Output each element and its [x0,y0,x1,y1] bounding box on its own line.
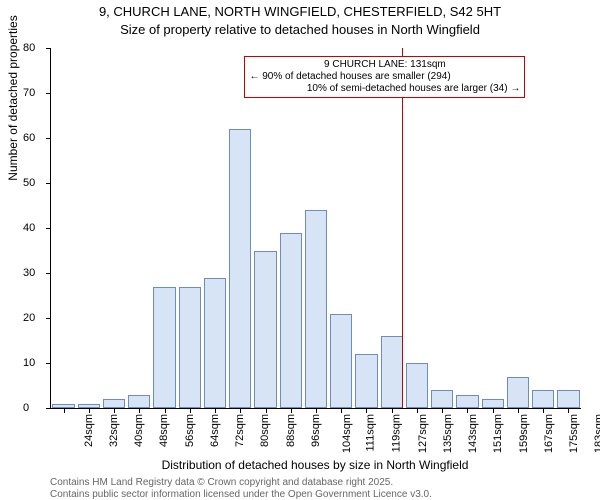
x-tick-mark [568,408,569,413]
bar [179,287,201,409]
bar [431,390,453,408]
title-line-1: 9, CHURCH LANE, NORTH WINGFIELD, CHESTER… [0,4,600,19]
x-tick-mark [341,408,342,413]
y-tick-label: 20 [23,312,35,324]
x-tick-mark [64,408,65,413]
x-tick-label: 104sqm [341,414,353,453]
y-tick-mark [46,138,51,139]
y-tick-mark [46,93,51,94]
y-tick-mark [46,273,51,274]
bar [229,129,251,408]
x-tick-label: 80sqm [259,414,271,447]
x-tick-mark [518,408,519,413]
bar [381,336,403,408]
bar [557,390,579,408]
x-tick-label: 48sqm [158,414,170,447]
x-tick-label: 135sqm [442,414,454,453]
x-tick-label: 175sqm [568,414,580,453]
x-tick-label: 96sqm [310,414,322,447]
x-tick-mark [543,408,544,413]
y-tick-mark [46,363,51,364]
bar [406,363,428,408]
y-axis-label: Number of detached properties [6,0,20,228]
x-tick-mark [240,408,241,413]
x-tick-mark [366,408,367,413]
bar [330,314,352,409]
x-tick-mark [139,408,140,413]
x-tick-mark [392,408,393,413]
annotation-line: 10% of semi-detached houses are larger (… [249,83,520,95]
annotation-box: 9 CHURCH LANE: 131sqm← 90% of detached h… [244,56,525,98]
x-axis-label: Distribution of detached houses by size … [50,458,580,472]
x-tick-label: 64sqm [209,414,221,447]
y-tick-label: 10 [23,357,35,369]
x-tick-mark [114,408,115,413]
x-tick-mark [266,408,267,413]
x-tick-mark [316,408,317,413]
bar [128,395,150,409]
bar-chart: 0102030405060708024sqm32sqm40sqm48sqm56s… [50,48,581,409]
y-tick-label: 60 [23,132,35,144]
x-tick-label: 151sqm [493,414,505,453]
x-tick-label: 72sqm [234,414,246,447]
y-tick-mark [46,48,51,49]
y-tick-mark [46,408,51,409]
x-tick-mark [215,408,216,413]
x-tick-mark [442,408,443,413]
y-tick-label: 80 [23,42,35,54]
x-tick-label: 127sqm [417,414,429,453]
y-tick-label: 50 [23,177,35,189]
x-tick-label: 119sqm [391,414,403,452]
bar [280,233,302,409]
y-tick-label: 0 [23,402,29,414]
bar [153,287,175,409]
bar [103,399,125,408]
y-tick-mark [46,318,51,319]
x-tick-mark [190,408,191,413]
x-tick-label: 183sqm [594,414,600,453]
x-tick-label: 111sqm [365,414,377,452]
x-tick-label: 88sqm [285,414,297,447]
annotation-line: ← 90% of detached houses are smaller (29… [249,71,520,83]
x-tick-mark [291,408,292,413]
x-tick-mark [165,408,166,413]
bar [456,395,478,409]
bar [355,354,377,408]
x-tick-label: 159sqm [518,414,530,453]
x-tick-mark [89,408,90,413]
bar [507,377,529,409]
x-tick-label: 32sqm [108,414,120,447]
bar [532,390,554,408]
annotation-line: 9 CHURCH LANE: 131sqm [249,59,520,71]
bar [482,399,504,408]
y-tick-label: 70 [23,87,35,99]
marker-line [402,48,403,408]
x-tick-label: 167sqm [543,414,555,453]
x-tick-label: 56sqm [184,414,196,447]
y-tick-label: 40 [23,222,35,234]
title-line-2: Size of property relative to detached ho… [0,22,600,37]
y-tick-mark [46,228,51,229]
x-tick-mark [493,408,494,413]
x-tick-mark [467,408,468,413]
footer-line-1: Contains HM Land Registry data © Crown c… [50,477,393,488]
x-tick-mark [417,408,418,413]
x-tick-label: 40sqm [133,414,145,447]
x-tick-label: 143sqm [467,414,479,453]
bar [254,251,276,409]
y-tick-mark [46,183,51,184]
bar [305,210,327,408]
x-tick-label: 24sqm [83,414,95,447]
y-tick-label: 30 [23,267,35,279]
bar [204,278,226,409]
footer-line-2: Contains public sector information licen… [50,489,432,500]
